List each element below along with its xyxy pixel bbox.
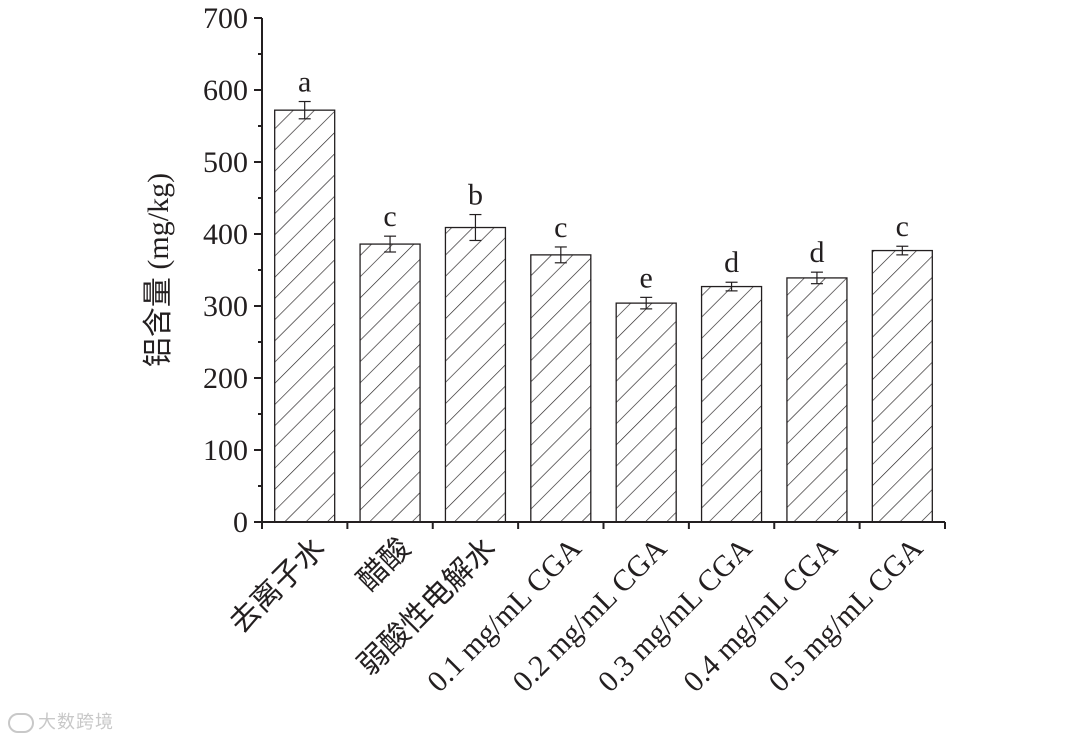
significance-label: c (896, 210, 909, 243)
x-tick-label: 醋酸 (351, 532, 417, 598)
significance-label: d (809, 236, 824, 269)
significance-label: c (383, 200, 396, 233)
watermark-text: 大数跨境 (38, 712, 114, 733)
bar (615, 302, 677, 523)
bar (530, 254, 592, 523)
y-tick-label: 600 (203, 74, 248, 107)
y-tick-label: 100 (203, 434, 248, 467)
y-tick-label: 500 (203, 146, 248, 179)
x-tick-label: 0.4 mg/mL CGA (677, 531, 844, 698)
y-axis-title: 铝含量 (mg/kg) (142, 173, 175, 367)
y-tick-label: 200 (203, 362, 248, 395)
x-tick-label: 去离子水 (223, 532, 331, 640)
y-tick-label: 0 (233, 506, 248, 539)
significance-label: b (468, 179, 483, 212)
bar (786, 277, 848, 523)
y-tick-label: 300 (203, 290, 248, 323)
axes-layer: 0 100 200 300 400 500 600 700 (203, 2, 946, 539)
significance-label: c (554, 211, 567, 244)
significance-label: d (724, 246, 739, 279)
weibo-icon (8, 713, 34, 733)
significance-label: e (640, 261, 653, 294)
bar (871, 249, 933, 523)
x-tick-label: 0.1 mg/mL CGA (421, 531, 588, 698)
bar (700, 285, 763, 523)
bar (359, 243, 421, 523)
bars-layer (274, 100, 933, 523)
bar (444, 226, 507, 523)
x-tick-label: 0.5 mg/mL CGA (762, 531, 929, 698)
y-tick-label: 400 (203, 218, 248, 251)
x-tick-label: 0.2 mg/mL CGA (506, 531, 673, 698)
watermark: 大数跨境 (8, 708, 114, 734)
y-tick-label: 700 (203, 2, 248, 35)
bar (274, 109, 336, 523)
x-tick-label: 0.3 mg/mL CGA (592, 531, 759, 698)
significance-label: a (298, 66, 311, 99)
